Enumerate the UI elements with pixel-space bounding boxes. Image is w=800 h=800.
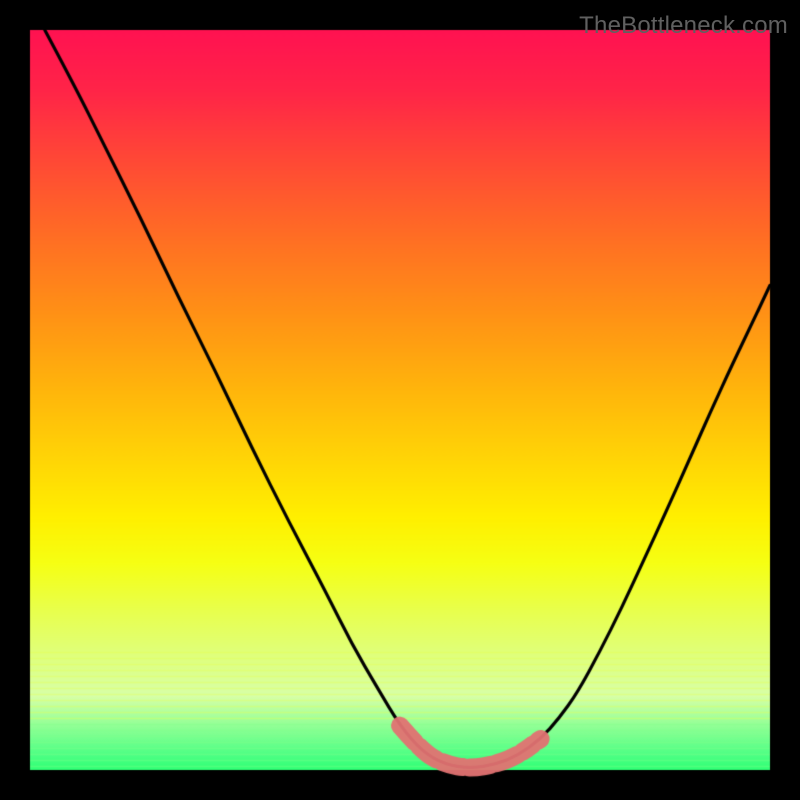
watermark-label: TheBottleneck.com (579, 12, 788, 40)
bottleneck-curve (0, 0, 800, 800)
chart-container: TheBottleneck.com (0, 0, 800, 800)
